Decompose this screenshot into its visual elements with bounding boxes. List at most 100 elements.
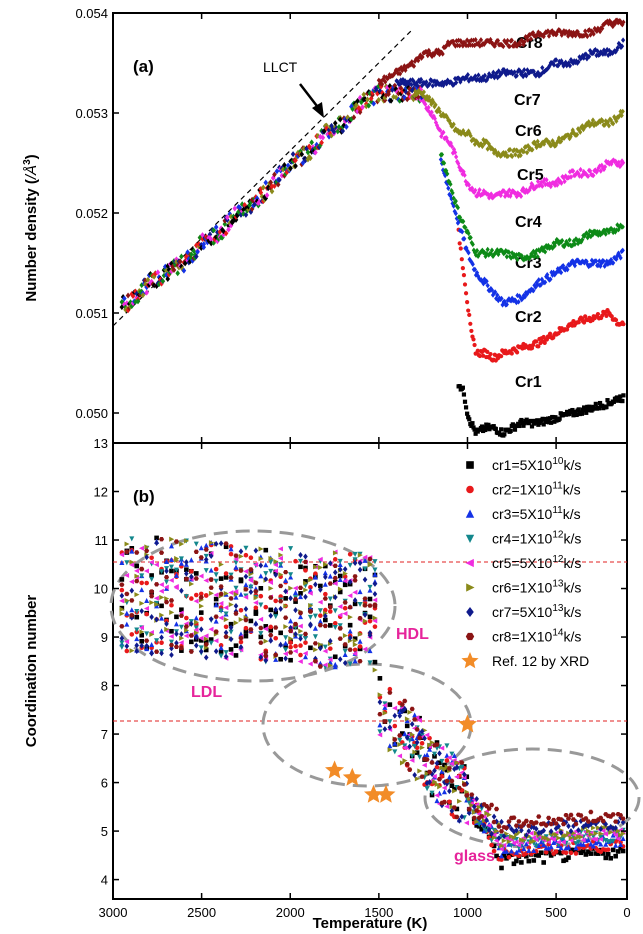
cn-point-cr8 bbox=[342, 600, 348, 605]
cn-point-cr6 bbox=[144, 544, 150, 550]
cn-point-cr6 bbox=[432, 779, 438, 785]
density-point-cr6 bbox=[619, 112, 624, 119]
cn-point-cr7 bbox=[169, 651, 174, 658]
x-tick-label: 1500 bbox=[364, 905, 393, 920]
cn-point-cr8 bbox=[228, 575, 234, 580]
density-point-cr3 bbox=[453, 210, 458, 217]
cn-point-cr5 bbox=[362, 554, 368, 560]
density-point-cr6 bbox=[505, 153, 510, 159]
density-point-cr3 bbox=[524, 291, 530, 297]
cn-point-cr6 bbox=[149, 631, 155, 638]
density-point-cr1 bbox=[597, 400, 603, 406]
density-point-cr1 bbox=[473, 431, 478, 436]
cn-point-cr7 bbox=[327, 637, 333, 644]
cn-point-cr5 bbox=[153, 595, 159, 601]
cn-point-cr7 bbox=[427, 779, 432, 786]
density-point-cr2 bbox=[468, 321, 473, 326]
cn-point-cr7 bbox=[198, 626, 204, 633]
density-point-cr5 bbox=[527, 187, 532, 193]
cn-point-cr1 bbox=[454, 806, 460, 812]
density-point-cr7 bbox=[574, 58, 579, 64]
cn-point-cr8 bbox=[513, 823, 519, 828]
density-point-shared bbox=[301, 145, 307, 152]
density-point-cr7 bbox=[402, 78, 408, 84]
density-point-cr5 bbox=[523, 189, 528, 195]
density-point-cr6 bbox=[534, 144, 539, 151]
density-point-cr3 bbox=[528, 288, 533, 294]
density-point-shared bbox=[334, 125, 339, 132]
cn-point-cr6 bbox=[119, 611, 125, 617]
cn-point-cr8 bbox=[228, 596, 234, 601]
density-point-cr3 bbox=[538, 282, 543, 288]
cn-point-cr8 bbox=[312, 659, 318, 664]
cn-point-cr7 bbox=[362, 576, 368, 583]
density-point-cr4 bbox=[543, 249, 548, 255]
density-point-cr3 bbox=[543, 279, 548, 286]
cn-point-cr8 bbox=[332, 563, 338, 568]
cn-point-cr1 bbox=[588, 851, 594, 856]
cn-point-cr2 bbox=[144, 611, 149, 617]
density-point-cr3 bbox=[590, 261, 596, 267]
cn-point-cr3 bbox=[233, 564, 239, 570]
density-point-cr4 bbox=[488, 250, 493, 257]
density-point-cr1 bbox=[563, 412, 569, 417]
cn-point-cr7 bbox=[208, 616, 214, 623]
cn-point-cr1 bbox=[278, 630, 283, 636]
density-point-shared bbox=[309, 139, 314, 146]
cn-point-cr2 bbox=[303, 640, 308, 645]
cn-point-cr3 bbox=[322, 581, 328, 587]
density-point-shared bbox=[254, 198, 260, 205]
cn-point-cr7 bbox=[313, 581, 318, 588]
density-point-cr8 bbox=[541, 33, 546, 40]
density-point-cr1 bbox=[486, 422, 491, 427]
density-point-shared bbox=[226, 226, 231, 233]
density-point-cr8 bbox=[467, 38, 472, 45]
density-point-shared bbox=[175, 270, 180, 277]
cn-point-cr8 bbox=[471, 815, 477, 821]
cn-point-cr7 bbox=[457, 817, 462, 824]
cn-point-cr8 bbox=[183, 624, 189, 629]
density-point-cr5 bbox=[465, 180, 470, 187]
cn-point-cr3 bbox=[218, 645, 224, 651]
density-point-cr6 bbox=[541, 141, 547, 147]
density-point-shared bbox=[290, 151, 296, 158]
cn-point-cr3 bbox=[352, 658, 358, 664]
density-point-shared bbox=[241, 206, 246, 213]
density-point-cr4 bbox=[470, 241, 475, 248]
density-point-cr3 bbox=[484, 278, 489, 284]
density-point-cr3 bbox=[594, 258, 599, 264]
density-point-cr8 bbox=[573, 32, 578, 39]
ylabel-a: Number density (/Å3) bbox=[22, 154, 40, 301]
density-point-cr5 bbox=[481, 188, 486, 194]
cn-point-cr2 bbox=[293, 558, 298, 564]
density-point-cr8 bbox=[537, 32, 542, 39]
density-point-cr5 bbox=[509, 190, 514, 196]
density-point-cr5 bbox=[477, 187, 482, 193]
cn-point-cr3 bbox=[119, 559, 125, 565]
cn-point-cr6 bbox=[595, 825, 602, 831]
cn-point-cr6 bbox=[521, 837, 527, 843]
density-point-cr7 bbox=[424, 79, 429, 85]
cn-point-cr1 bbox=[268, 628, 274, 633]
density-point-cr7 bbox=[430, 83, 435, 89]
density-point-cr5 bbox=[544, 177, 549, 183]
cn-point-cr2 bbox=[243, 625, 249, 631]
cn-point-cr6 bbox=[437, 784, 443, 790]
cn-point-cr7 bbox=[208, 552, 214, 559]
density-point-cr3 bbox=[493, 289, 498, 295]
density-point-shared bbox=[252, 201, 257, 208]
density-point-cr7 bbox=[481, 77, 486, 83]
density-point-cr4 bbox=[471, 247, 476, 253]
cn-point-cr6 bbox=[568, 835, 574, 841]
density-point-shared bbox=[212, 236, 218, 243]
density-point-cr4 bbox=[507, 253, 513, 260]
cn-point-cr7 bbox=[263, 576, 269, 583]
cn-point-cr3 bbox=[342, 651, 348, 657]
cn-point-cr5 bbox=[397, 753, 403, 759]
cn-point-cr7 bbox=[337, 656, 343, 663]
density-point-shared bbox=[211, 227, 216, 234]
density-point-cr8 bbox=[528, 36, 534, 42]
density-point-cr2 bbox=[534, 339, 539, 344]
density-point-cr1 bbox=[457, 384, 462, 389]
density-point-cr8 bbox=[382, 74, 387, 80]
